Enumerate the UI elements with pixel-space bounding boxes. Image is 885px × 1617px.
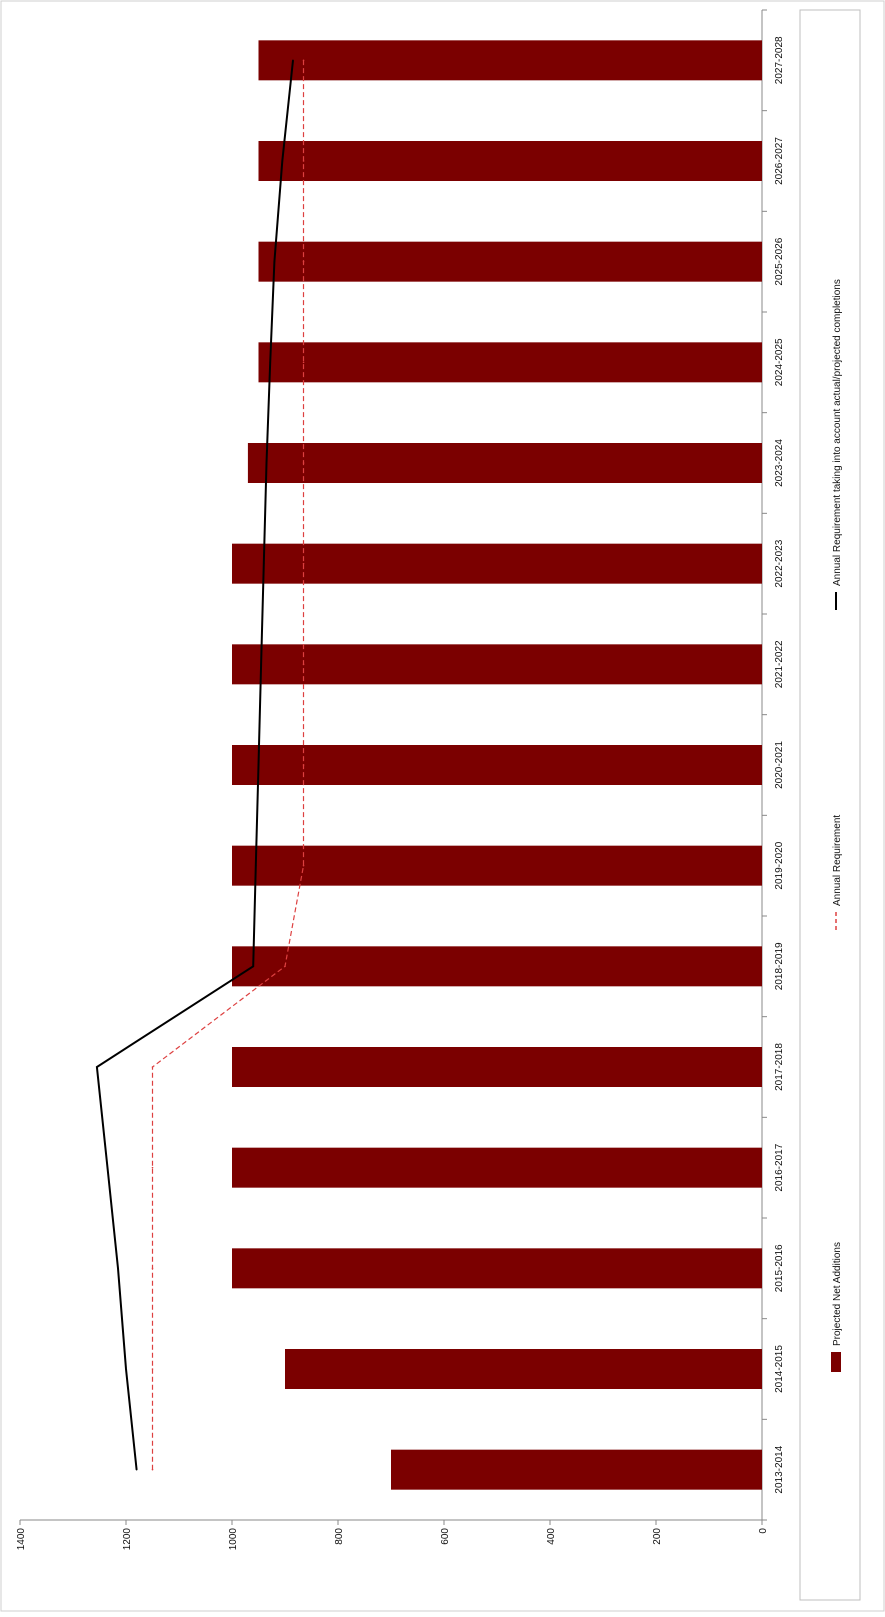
line-adjusted-requirement-point — [255, 864, 257, 867]
value-tick-label: 400 — [546, 1528, 557, 1545]
tick-layer: 0 200 400 600 800 1000 1200 1400 2013-2014 2014-2… — [16, 36, 785, 1550]
category-tick-label: 2015-2016 — [774, 1244, 785, 1292]
line-adjusted-requirement-point — [281, 160, 284, 162]
legend-label-adjusted-requirement: Annual Requirement taking into account a… — [832, 279, 843, 586]
line-adjusted-requirement-point — [257, 764, 260, 766]
value-tick-label: 600 — [440, 1528, 451, 1545]
category-tick-label: 2014-2015 — [774, 1345, 785, 1393]
value-tick-label: 1200 — [122, 1528, 133, 1551]
bar-net-additions — [232, 543, 762, 584]
line-annual-requirement-point — [302, 562, 305, 565]
line-annual-requirement-point — [151, 1368, 154, 1370]
bar-net-additions — [258, 241, 762, 282]
category-tick-label: 2022-2023 — [774, 539, 785, 587]
bar-net-additions — [232, 644, 762, 685]
bar-net-additions — [232, 1047, 762, 1087]
bar-net-additions — [232, 745, 762, 785]
line-adjusted-requirement-point — [117, 1267, 119, 1270]
category-tick-label: 2027-2028 — [774, 36, 785, 84]
category-tick-label: 2023-2024 — [774, 439, 785, 487]
line-annual-requirement-point — [302, 864, 305, 867]
line-annual-requirement-point — [302, 462, 305, 464]
line-adjusted-requirement-point — [106, 1166, 109, 1169]
category-tick-label: 2016-2017 — [774, 1143, 785, 1191]
line-adjusted-requirement-point — [125, 1368, 127, 1370]
value-tick-label: 0 — [758, 1528, 769, 1534]
line-adjusted-requirement-point — [265, 462, 268, 464]
line-annual-requirement-point — [302, 361, 305, 364]
category-tick-label: 2020-2021 — [774, 741, 785, 789]
line-adjusted-requirement-point — [292, 59, 294, 62]
line-adjusted-requirement-point — [263, 562, 265, 565]
line-annual-requirement-point — [302, 59, 305, 62]
bar-net-additions — [285, 1349, 762, 1389]
bar-layer — [232, 40, 762, 1490]
line-layer — [95, 59, 305, 1471]
bar-net-additions — [258, 141, 762, 181]
value-tick-label: 800 — [334, 1528, 345, 1545]
category-tick-label: 2026-2027 — [774, 137, 785, 185]
line-annual-requirement-point — [151, 1066, 154, 1068]
bar-net-additions — [258, 40, 762, 81]
line-annual-requirement-point — [151, 1267, 154, 1270]
line-adjusted-requirement-point — [269, 361, 271, 364]
category-tick-label: 2024-2025 — [774, 338, 785, 386]
bar-net-additions — [232, 1147, 762, 1188]
category-tick-label: 2017-2018 — [774, 1043, 785, 1091]
legend-box — [799, 9, 861, 1601]
bar-net-additions — [247, 443, 762, 483]
value-tick-label: 200 — [652, 1528, 663, 1545]
bar-net-additions — [391, 1449, 762, 1490]
category-tick-label: 2018-2019 — [774, 942, 785, 990]
line-adjusted-requirement-point — [273, 260, 276, 263]
line-annual-requirement-point — [302, 160, 305, 162]
line-annual-requirement-point — [302, 764, 305, 766]
category-tick-label: 2019-2020 — [774, 841, 785, 889]
category-tick-label: 2021-2022 — [774, 640, 785, 688]
category-tick-label: 2013-2014 — [774, 1445, 785, 1493]
line-adjusted-requirement-point — [135, 1468, 138, 1471]
bar-net-additions — [232, 946, 762, 987]
line-annual-requirement-point — [151, 1166, 154, 1169]
line-annual-requirement-point — [302, 663, 305, 666]
line-adjusted-requirement-point — [252, 965, 254, 968]
value-tick-label: 1400 — [16, 1528, 27, 1551]
line-annual-requirement-point — [302, 260, 305, 263]
value-tick-label: 1000 — [228, 1528, 239, 1551]
line-annual-requirement-point — [151, 1468, 154, 1471]
legend-label-annual-requirement: Annual Requirement — [832, 815, 843, 906]
line-annual-requirement-point — [284, 965, 286, 968]
bar-net-additions — [258, 342, 762, 383]
bar-net-additions — [232, 1248, 762, 1289]
bar-net-additions — [232, 845, 762, 886]
line-adjusted-requirement-point — [260, 663, 262, 666]
legend-layer: Projected Net Additions Annual Requireme… — [799, 9, 861, 1601]
legend-swatch-bar — [831, 1352, 841, 1372]
legend-label-net-additions: Projected Net Additions — [832, 1242, 843, 1346]
category-tick-label: 2025-2026 — [774, 237, 785, 285]
line-adjusted-requirement-point — [96, 1066, 98, 1068]
